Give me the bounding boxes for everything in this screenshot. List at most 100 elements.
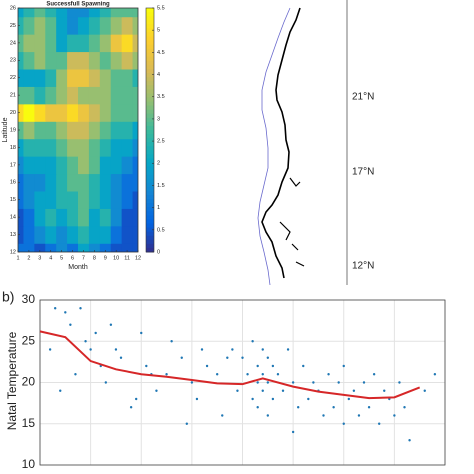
heatmap-cell [78,156,90,175]
colorbar-step [146,109,154,115]
colorbar-tick-label: 3.5 [157,94,165,100]
heatmap-cell [121,69,134,87]
colorbar-step [146,117,154,123]
scatter-point [266,381,270,384]
colorbar-step [146,207,154,212]
heatmap-cell [88,208,101,227]
heatmap-cell [121,8,134,18]
heatmap-cell [99,86,112,105]
scatter-point [408,439,411,442]
scatter-point [347,397,351,401]
heatmap-cell [132,86,138,105]
x-tick-label: 7 [82,255,85,261]
isobath [257,7,291,286]
lat-label: 21°N [352,92,374,103]
scatter-point [337,381,340,384]
heatmap-cell [18,16,24,35]
scatter-point [114,348,118,351]
scatter-point [94,331,97,335]
heatmap-cell [18,156,24,175]
heatmap-cell [88,191,101,209]
heatmap-cell [45,138,57,157]
colorbar-step [146,125,154,131]
heatmap-cell [18,51,24,70]
heatmap-cell [56,191,68,209]
colorbar-step [146,158,154,164]
colorbar-tick-label: 2.5 [157,139,165,145]
heatmap-cell [99,8,112,18]
heatmap-cell [34,138,46,157]
heatmap-cell [121,86,134,105]
heatmap-cell [67,173,79,192]
heatmap-cell [56,173,68,192]
heatmap-cell [67,34,79,53]
colorbar-step [146,16,154,21]
heatmap-cell [110,138,123,157]
heatmap-cell [56,225,68,244]
heatmap-cell [56,86,68,105]
heatmap-cell [99,208,112,227]
heatmap-cell [132,16,138,35]
colorbar-step [146,73,154,78]
scatter-point [190,381,194,384]
heatmap-cell [121,173,134,192]
colorbar-step [146,227,154,233]
scatter-point [145,364,148,368]
scatter-point [48,348,52,351]
heatmap-cell [132,173,138,192]
y-tick-label: 22 [10,75,16,81]
y-tick-label: 25 [10,23,16,29]
scatter-point [251,397,254,401]
colorbar-tick-label: 4 [157,72,160,78]
heatmap-title: Successfull Spawning [46,2,110,8]
scatter-point [155,389,158,392]
heatmap-cell [110,16,123,35]
colorbar-step [146,77,154,82]
heatmap-cell [34,69,46,87]
heatmap-cell [78,103,90,122]
scatter-point [403,406,406,409]
scatter-point [256,364,259,368]
y-tick-label: 12 [10,249,16,255]
heatmap-cell [110,225,123,244]
heatmap-cell [56,34,68,53]
heatmap-cell [78,243,90,252]
heatmap-cell [78,208,90,227]
heatmap-cell [34,191,46,209]
x-tick-label: 11 [124,255,130,261]
heatmap-cell [67,208,79,227]
colorbar-step [146,223,154,229]
heatmap-cell [110,208,123,227]
scatter-point [433,373,437,376]
heatmap-cell [56,243,68,252]
colorbar-step [146,93,154,98]
heatmap-cell [78,51,90,70]
heatmap-cell [67,16,79,35]
scatter-point [215,373,219,376]
colorbar-tick-label: 1 [157,205,160,211]
heatmap-cell [45,51,57,70]
heatmap-cell [88,51,101,70]
heatmap-cell [78,86,90,105]
heatmap-cell [99,103,112,122]
heatmap-cell [99,34,112,53]
scatter-point [342,364,345,368]
heatmap-cell [88,121,101,140]
y-tick-label: 15 [22,416,36,430]
y-tick-label: 18 [10,145,16,151]
heatmap-cells [18,8,138,252]
heatmap-cell [88,86,101,105]
scatter-point [302,364,305,368]
heatmap-cell [132,243,138,252]
heatmap-cell [88,34,101,53]
heatmap-cell [45,156,57,175]
colorbar-tick-label: 4.5 [157,50,165,56]
heatmap-cell [110,191,123,209]
heatmap-cell [132,225,138,244]
y-axis-label: Latitude [2,117,9,142]
heatmap-cell [45,16,57,35]
colorbar-frame [145,7,155,253]
colorbar-step [146,138,154,143]
heatmap-cell [78,121,90,140]
scatter-point [69,323,72,326]
